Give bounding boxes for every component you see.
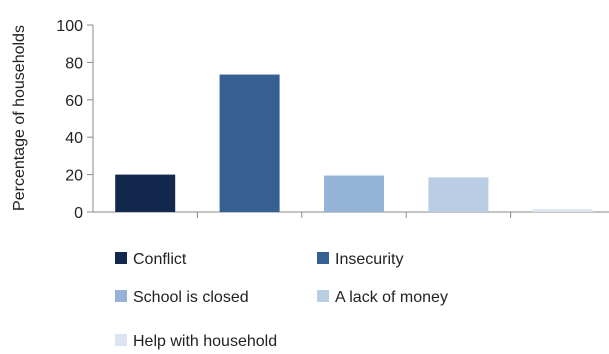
y-tick-label: 20 xyxy=(65,168,83,185)
legend-label: Conflict xyxy=(133,251,187,268)
bar-help-with-household xyxy=(532,209,593,212)
bar-school-is-closed xyxy=(324,175,384,212)
legend-label: Help with household xyxy=(133,333,277,350)
legend-label: School is closed xyxy=(133,289,249,306)
bar-conflict xyxy=(115,174,176,212)
y-tick-label: 60 xyxy=(65,93,83,110)
legend-swatch xyxy=(317,252,329,264)
legend-swatch xyxy=(115,334,127,346)
y-tick-label: 40 xyxy=(65,130,83,147)
legend-swatch xyxy=(317,290,329,302)
bar-a-lack-of-money xyxy=(428,177,489,212)
legend-label: Insecurity xyxy=(335,251,403,268)
y-tick-label: 100 xyxy=(56,18,83,35)
legend: Conflict Insecurity School is closed A lack… xyxy=(115,251,448,350)
y-tick-label: 0 xyxy=(74,205,83,222)
bar-insecurity xyxy=(219,74,280,213)
legend-swatch xyxy=(115,290,127,302)
bars xyxy=(115,74,593,213)
y-tick-label: 80 xyxy=(65,55,83,72)
x-axis xyxy=(93,211,609,218)
y-axis: 0 20 40 60 80 100 xyxy=(56,18,94,222)
legend-label: A lack of money xyxy=(335,289,448,306)
legend-swatch xyxy=(115,252,127,264)
y-axis-title: Percentage of households xyxy=(11,25,28,211)
